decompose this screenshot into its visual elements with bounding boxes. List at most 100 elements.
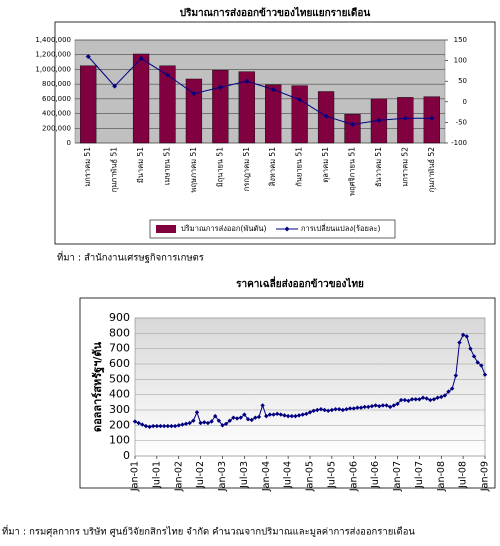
x-tick-label: Jan-01 [130,461,141,492]
source: ที่มา : สำนักงานเศรษฐกิจการเกษตร [57,251,204,264]
marker [369,403,375,409]
marker [355,405,360,410]
x-tick-label: Jan-07 [392,461,403,492]
marker [274,411,280,417]
marker [482,372,488,377]
marker [213,413,218,419]
marker [264,413,269,419]
marker [479,363,484,368]
marker [300,412,305,417]
x-tick-label: Jul-02 [195,461,206,489]
plot-area [134,317,486,457]
marker [449,386,455,391]
marker [446,389,451,394]
y-tick-label: 1,200,000 [35,51,71,59]
y2-tick-label: 100 [454,57,467,65]
bar [265,84,282,144]
marker [439,394,444,400]
marker [435,395,440,400]
y-tick-label: 100 [109,434,130,447]
marker [366,404,371,410]
y-tick-label: 200 [109,418,130,431]
x-tick-label: Jan-06 [348,461,359,492]
marker [198,420,203,426]
marker [242,412,247,417]
marker [165,72,170,78]
marker [183,421,189,426]
marker [220,423,225,428]
marker [293,413,298,419]
bar [291,85,308,144]
marker [191,91,197,97]
marker [202,420,207,425]
marker [457,340,462,345]
marker [347,406,353,411]
x-tick-label: เมษายน 51 [163,147,172,185]
marker [253,415,258,420]
marker [158,423,163,429]
marker [475,360,480,365]
marker [326,408,331,413]
marker [138,56,144,62]
marker [329,407,335,413]
chart-title: ราคาเฉลี่ยส่งออกข้าวของไทย [236,276,364,290]
marker [428,397,433,403]
marker [453,373,459,378]
marker [377,403,382,409]
y-tick-label: 0 [67,139,71,147]
x-tick-label: Jul-03 [239,461,250,489]
marker [209,419,214,424]
marker [244,78,250,84]
bar [132,53,150,144]
y2-tick-label: 150 [454,36,467,44]
marker [344,407,349,412]
y-tick-label: 1,400,000 [35,36,71,44]
marker [169,423,174,429]
marker [351,406,356,411]
marker [278,412,284,417]
marker [391,403,397,408]
bar [159,65,176,144]
bar [238,71,255,144]
marker [267,412,273,417]
x-tick-label: กรกฎาคม 51 [242,147,251,191]
legend-swatch [284,226,290,232]
marker [398,397,404,403]
marker [231,415,236,420]
marker [304,411,309,417]
marker [323,113,329,119]
bar [80,65,97,144]
y-tick-label: 900 [109,311,130,324]
marker [256,414,262,420]
marker [297,97,303,103]
legend-swatch [156,225,176,233]
marker [362,404,367,410]
y-axis-label: ดอลลาร์สหรัฐฯ/ตัน [91,341,105,432]
line [87,56,432,125]
marker [442,393,448,398]
y-tick-label: 400 [109,388,130,401]
y2-tick-label: -50 [456,118,467,126]
x-tick-label: Jan-09 [480,461,491,492]
marker [147,424,152,430]
x-tick-label: Jan-04 [261,461,272,492]
y-tick-label: 500 [109,372,130,385]
marker [217,84,223,90]
y-tick-label: 1,000,000 [35,65,71,73]
plot-area [74,39,446,144]
marker [165,423,171,429]
x-tick-label: มกราคม 52 [400,147,409,187]
bar [185,78,203,144]
x-tick-label: กุมภาพันธ์ 51 [110,147,119,192]
marker [187,420,192,426]
marker [350,121,355,127]
x-tick-label: Jul-07 [414,461,425,489]
x-tick-label: Jul-04 [283,461,294,489]
marker [358,405,364,410]
bar [212,69,229,144]
y2-tick-label: 0 [463,98,467,106]
marker [471,354,477,359]
x-tick-label: Jul-06 [370,461,381,489]
marker [136,420,141,426]
marker [431,397,437,402]
